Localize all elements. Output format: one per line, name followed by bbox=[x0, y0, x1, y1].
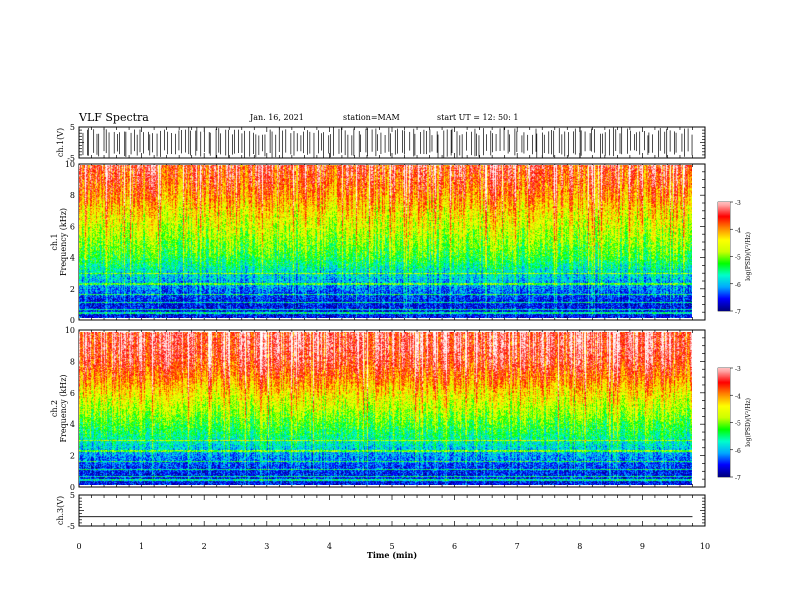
y-axis-label: Frequency (kHz) bbox=[59, 374, 68, 442]
chart-title: VLF Spectra bbox=[79, 111, 149, 124]
colorbar-tick-label: -5 bbox=[735, 255, 741, 262]
x-tick-label: 4 bbox=[327, 542, 332, 551]
y-tick-label: 4 bbox=[70, 420, 75, 429]
y-axis-label: ch.1(V) bbox=[56, 128, 65, 157]
x-tick-label: 10 bbox=[700, 542, 710, 551]
colorbar-tick-label: -7 bbox=[735, 475, 741, 482]
station-label: station=MAM bbox=[343, 113, 400, 122]
panel-channel-label: ch.2 bbox=[50, 400, 59, 417]
y-tick-label: 10 bbox=[65, 160, 75, 169]
ch1-spectrogram bbox=[79, 165, 692, 318]
panel-channel-label: ch.1 bbox=[50, 233, 59, 250]
y-tick-label: -5 bbox=[67, 154, 75, 163]
colorbar-label: log(PSD)(V²/Hz) bbox=[745, 232, 752, 281]
y-tick-label: 2 bbox=[70, 285, 75, 294]
ch1-colorbar bbox=[718, 202, 730, 311]
y-tick-label: 4 bbox=[70, 254, 75, 263]
colorbar-label: log(PSD)(V²/Hz) bbox=[745, 398, 752, 447]
y-tick-label: 10 bbox=[65, 326, 75, 335]
ch2-colorbar bbox=[718, 368, 730, 477]
colorbar-tick-label: -5 bbox=[735, 421, 741, 428]
y-tick-label: 6 bbox=[70, 222, 75, 231]
colorbar-tick-label: -4 bbox=[735, 393, 741, 400]
start-time-label: start UT = 12: 50: 1 bbox=[437, 113, 519, 122]
y-tick-label: 6 bbox=[70, 389, 75, 398]
y-tick-label: 0 bbox=[70, 483, 75, 492]
y-tick-label: 8 bbox=[70, 357, 75, 366]
y-axis-label: ch.3(V) bbox=[56, 496, 65, 525]
x-axis-label: Time (min) bbox=[367, 550, 417, 560]
colorbar-tick-label: -7 bbox=[735, 309, 741, 316]
x-tick-label: 1 bbox=[139, 542, 144, 551]
colorbar-tick-label: -3 bbox=[735, 366, 741, 373]
y-tick-label: -5 bbox=[67, 522, 75, 531]
x-tick-label: 6 bbox=[452, 542, 457, 551]
colorbar-tick-label: -6 bbox=[735, 282, 741, 289]
x-tick-label: 9 bbox=[640, 542, 645, 551]
y-tick-label: 0 bbox=[70, 316, 75, 325]
y-tick-label: 2 bbox=[70, 452, 75, 461]
x-tick-label: 7 bbox=[515, 542, 520, 551]
y-tick-label: 5 bbox=[70, 491, 75, 500]
y-axis-label: Frequency (kHz) bbox=[59, 208, 68, 276]
x-tick-label: 0 bbox=[76, 542, 81, 551]
y-tick-label: 5 bbox=[70, 123, 75, 132]
x-tick-label: 5 bbox=[389, 542, 394, 551]
ch2-spectrogram bbox=[79, 332, 692, 485]
colorbar-tick-label: -4 bbox=[735, 227, 741, 234]
colorbar-tick-label: -6 bbox=[735, 448, 741, 455]
y-tick-label: 8 bbox=[70, 191, 75, 200]
x-tick-label: 2 bbox=[202, 542, 207, 551]
date-label: Jan. 16, 2021 bbox=[250, 113, 304, 122]
colorbar-tick-label: -3 bbox=[735, 200, 741, 207]
x-tick-label: 8 bbox=[577, 542, 582, 551]
x-tick-label: 3 bbox=[264, 542, 269, 551]
